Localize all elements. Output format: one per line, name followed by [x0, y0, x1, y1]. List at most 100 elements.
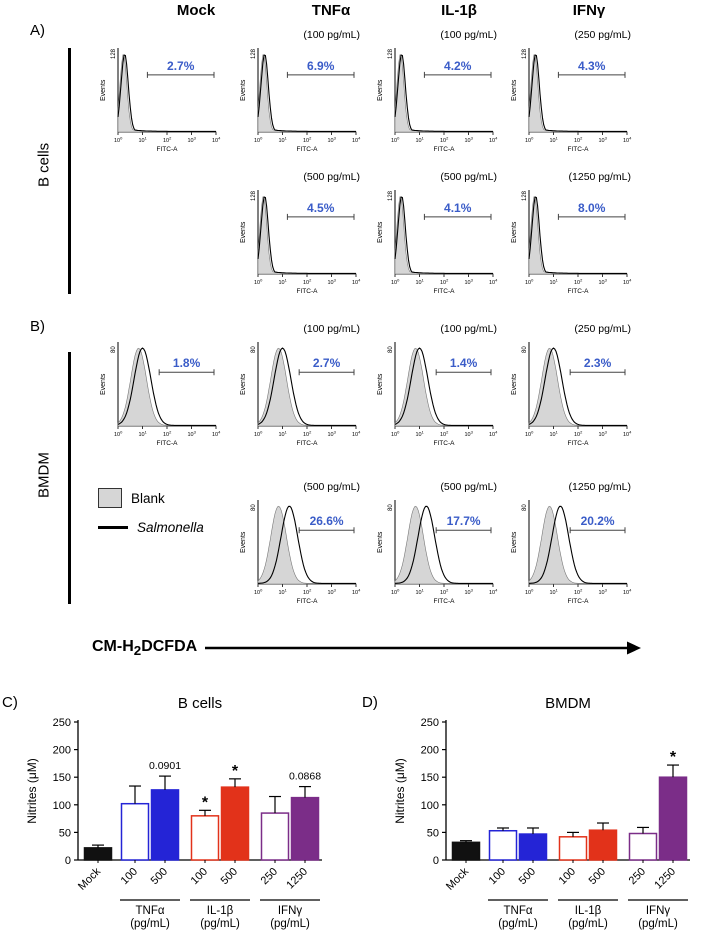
- salmonella-histogram-curve: [257, 347, 356, 426]
- x-axis-label: FITC-A: [297, 288, 319, 295]
- group-label: IL-1β: [575, 905, 602, 917]
- x-axis-label: FITC-A: [434, 440, 456, 447]
- x-tick-label: 103: [465, 136, 474, 145]
- y-axis-label: Events: [511, 373, 518, 395]
- y-axis-label: Events: [240, 79, 247, 101]
- gate-percent: 4.5%: [307, 201, 335, 215]
- column-header-ifng: IFNγ: [572, 2, 606, 19]
- x-tick-label: 104: [352, 430, 361, 439]
- x-tick-label: 101: [279, 278, 288, 287]
- column-header-il1b: IL-1β: [441, 2, 477, 19]
- y-tick-label: 200: [421, 745, 439, 757]
- x-tick-label: 100: [391, 430, 400, 439]
- significance-annotation: *: [232, 763, 239, 780]
- flow-histogram-cell: (100 pg/mL) 128 Events 100 101 102 103 104 FITC-…: [369, 26, 499, 168]
- y-max-label: 80: [111, 346, 117, 353]
- salmonella-histogram-curve: [117, 54, 216, 132]
- y-max-label: 128: [388, 48, 394, 59]
- x-axis-label: FITC-A: [157, 440, 179, 447]
- x-tick-label: 104: [489, 430, 498, 439]
- significance-annotation: 0.0868: [289, 771, 321, 783]
- x-axis-arrow-icon: [205, 641, 642, 655]
- flow-histogram-cell: 80 Events 100 101 102 103 104 FITC-A 1.8%: [92, 320, 222, 462]
- x-tick-label: 250: [627, 866, 648, 887]
- y-max-label: 80: [251, 346, 257, 353]
- x-tick-label: 102: [163, 136, 172, 145]
- x-tick-label: 100: [391, 136, 400, 145]
- x-tick-label: 500: [149, 866, 170, 887]
- bar-500: [220, 786, 250, 861]
- gate-percent: 6.9%: [307, 59, 335, 73]
- flow-histogram-plot: (250 pg/mL) 128 Events 100 101 102 103 104 FITC-…: [511, 29, 632, 153]
- bar-500: [150, 789, 180, 861]
- blank-swatch-icon: [98, 488, 122, 508]
- y-max-label: 80: [522, 346, 528, 353]
- x-tick-label: 500: [587, 866, 608, 887]
- x-tick-label: 101: [279, 430, 288, 439]
- y-tick-label: 0: [433, 855, 439, 867]
- bar-500: [588, 829, 618, 861]
- x-tick-label: 104: [489, 278, 498, 287]
- x-tick-label: 102: [303, 278, 312, 287]
- dose-label: (250 pg/mL): [574, 29, 631, 41]
- x-tick-label: 101: [550, 588, 559, 597]
- x-tick-label: 500: [219, 866, 240, 887]
- gate-percent: 26.6%: [310, 514, 344, 528]
- significance-annotation: *: [670, 749, 677, 766]
- group-sub-label: (pg/mL): [270, 918, 310, 930]
- y-axis-label: Events: [100, 373, 107, 395]
- flow-histogram-cell: (1250 pg/mL) 80 Events 100 101 102 103 104 FITC-…: [503, 478, 633, 620]
- x-axis-label: FITC-A: [297, 440, 319, 447]
- flow-histogram-plot: (100 pg/mL) 128 Events 100 101 102 103 104 FITC-…: [377, 29, 498, 153]
- x-tick-label: 102: [440, 588, 449, 597]
- x-tick-label: 104: [623, 278, 632, 287]
- salmonella-histogram-curve: [257, 54, 356, 132]
- group-sub-label: (pg/mL): [638, 918, 678, 930]
- x-tick-label: 104: [352, 136, 361, 145]
- x-tick-label: 103: [328, 588, 337, 597]
- legend-salmonella-label: Salmonella: [137, 520, 204, 535]
- x-tick-label: 102: [440, 278, 449, 287]
- bar-1250: [658, 776, 688, 861]
- salmonella-histogram-curve: [258, 505, 356, 584]
- y-axis-label: Nitrites (μM): [25, 758, 39, 824]
- y-axis-label: Events: [377, 221, 384, 243]
- x-tick-label: 102: [574, 136, 583, 145]
- legend-salmonella-row: Salmonella: [98, 520, 204, 535]
- x-tick-label: 101: [279, 136, 288, 145]
- bar-Mock: [451, 841, 481, 861]
- x-tick-label: 100: [114, 430, 123, 439]
- flow-histogram-plot: 80 Events 100 101 102 103 104 FITC-A 1.8%: [100, 342, 221, 447]
- salmonella-histogram-curve: [394, 347, 493, 426]
- flow-histogram-cell: (250 pg/mL) 80 Events 100 101 102 103 104 FITC-A…: [503, 320, 633, 462]
- flow-histogram-plot: (1250 pg/mL) 128 Events 100 101 102 103 104 FITC…: [511, 171, 632, 295]
- panel-c-label: C): [2, 694, 18, 711]
- panel-a-row-label: B cells: [35, 142, 53, 188]
- x-tick-label: 101: [550, 430, 559, 439]
- flow-histogram-plot: (500 pg/mL) 80 Events 100 101 102 103 104 FITC-A…: [240, 481, 361, 605]
- x-tick-label: 100: [114, 136, 123, 145]
- gate-percent: 4.1%: [444, 201, 472, 215]
- x-tick-label: 104: [623, 136, 632, 145]
- y-tick-label: 150: [53, 772, 71, 784]
- x-tick-label: Mock: [76, 865, 103, 892]
- x-axis-label: FITC-A: [297, 146, 319, 153]
- x-tick-label: 104: [212, 136, 221, 145]
- y-axis-label: Nitrites (μM): [393, 758, 407, 824]
- x-axis-label: FITC-A: [157, 146, 179, 153]
- dose-label: (500 pg/mL): [440, 171, 497, 183]
- y-tick-label: 50: [427, 827, 439, 839]
- x-axis-label: FITC-A: [568, 440, 590, 447]
- x-tick-label: 250: [259, 866, 280, 887]
- x-tick-label: 100: [391, 278, 400, 287]
- bar-chart-bmdm: BMDM 0 50 100 150 200 250 Nitrites (μM) Mock 100 5…: [393, 695, 690, 930]
- dose-label: (1250 pg/mL): [569, 171, 631, 183]
- panel-b-bracket: [68, 352, 71, 604]
- x-tick-label: Mock: [444, 865, 471, 892]
- salmonella-line-icon: [98, 526, 128, 529]
- x-tick-label: 101: [139, 136, 148, 145]
- flow-histogram-plot: (1250 pg/mL) 80 Events 100 101 102 103 104 FITC-…: [511, 481, 632, 605]
- x-tick-label: 103: [599, 278, 608, 287]
- salmonella-histogram-curve: [395, 505, 493, 584]
